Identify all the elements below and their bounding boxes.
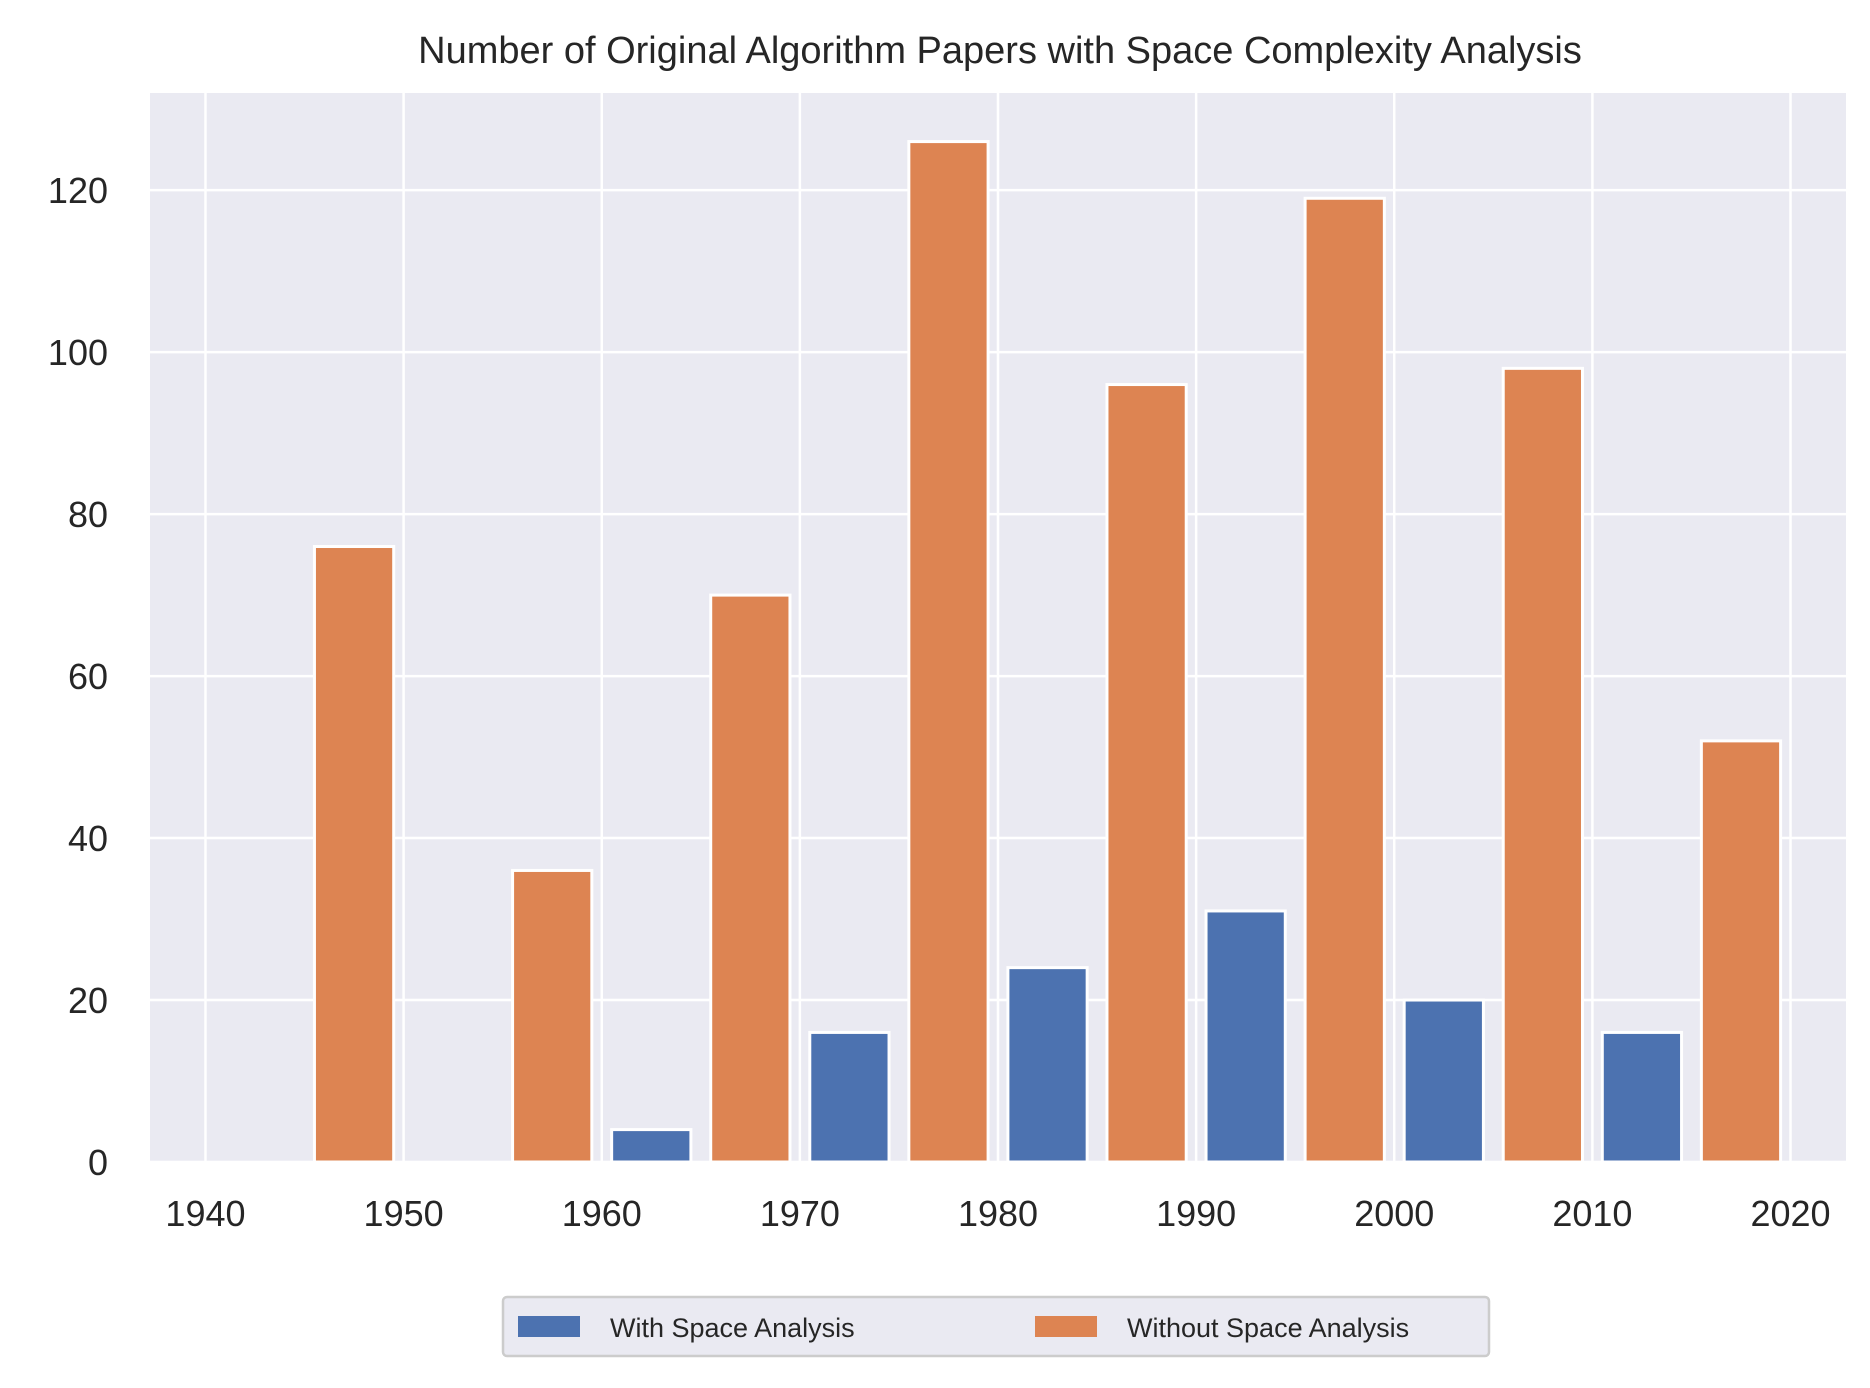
- legend: With Space Analysis Without Space Analysi…: [501, 1295, 1491, 1358]
- legend-box: [501, 1295, 1491, 1358]
- y-tick-label: 20: [68, 980, 108, 1021]
- bars: [312, 140, 1783, 1164]
- x-tick-label: 1950: [364, 1193, 444, 1234]
- y-tick-label: 40: [68, 818, 108, 859]
- bar-with-2010s: [1600, 1030, 1684, 1164]
- bar-without-1980s: [1105, 383, 1188, 1164]
- bar-without-1950s: [511, 868, 594, 1164]
- x-tick-label: 1960: [562, 1193, 642, 1234]
- x-tick-label: 1970: [760, 1193, 840, 1234]
- legend-label: Without Space Analysis: [1127, 1313, 1409, 1343]
- bar-without-2000s: [1501, 366, 1584, 1164]
- x-tick-label: 1980: [958, 1193, 1038, 1234]
- y-tick-label: 80: [68, 494, 108, 535]
- y-tick-label: 0: [88, 1142, 108, 1183]
- bar-without-1940s: [312, 545, 396, 1164]
- legend-swatch: [1035, 1316, 1097, 1337]
- tick-labels: 1940 1950 1960 1970 1980 1990 2000 2010 2020 0 20 4…: [48, 170, 1831, 1234]
- bar-with-2000s: [1402, 998, 1485, 1164]
- legend-label: With Space Analysis: [610, 1313, 855, 1343]
- bar-without-1990s: [1303, 196, 1386, 1164]
- y-tick-label: 120: [48, 170, 108, 211]
- chart-title: Number of Original Algorithm Papers with…: [418, 30, 1582, 72]
- bar-without-2010s: [1699, 739, 1783, 1164]
- x-tick-label: 1990: [1156, 1193, 1236, 1234]
- bar-with-1970s: [808, 1030, 891, 1164]
- x-tick-label: 1940: [165, 1193, 245, 1234]
- grid-lines: [150, 93, 1846, 1164]
- bar-with-1960s: [610, 1128, 693, 1164]
- legend-swatch: [518, 1316, 580, 1337]
- bar-with-1980s: [1006, 966, 1089, 1164]
- x-tick-label: 2010: [1552, 1193, 1632, 1234]
- bar-without-1960s: [709, 593, 792, 1164]
- y-tick-label: 60: [68, 656, 108, 697]
- y-tick-label: 100: [48, 332, 108, 373]
- bar-without-1970s: [907, 140, 990, 1164]
- bar-with-1990s: [1204, 909, 1287, 1164]
- x-tick-label: 2000: [1354, 1193, 1434, 1234]
- x-tick-label: 2020: [1750, 1193, 1830, 1234]
